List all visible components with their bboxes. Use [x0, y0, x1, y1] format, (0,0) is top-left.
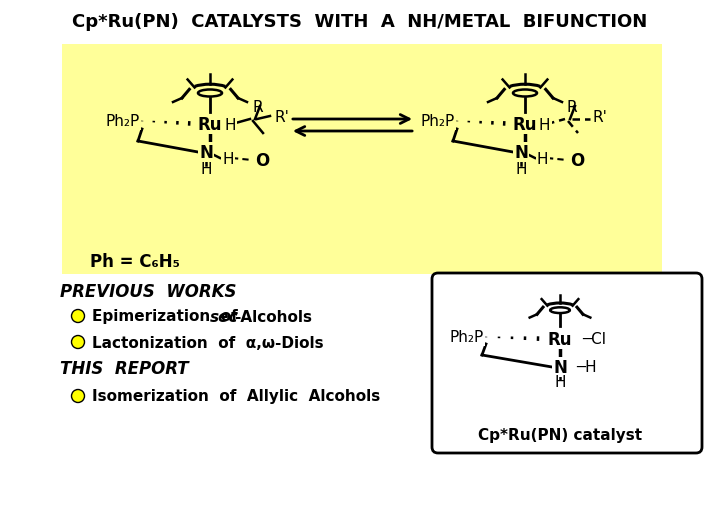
Text: R': R' [592, 109, 607, 124]
Text: H: H [516, 161, 527, 176]
Text: Ru: Ru [513, 116, 537, 134]
Circle shape [71, 390, 84, 403]
Text: Ru: Ru [548, 330, 572, 348]
Text: H: H [554, 375, 566, 390]
Text: Epimerization  of: Epimerization of [92, 309, 248, 324]
Text: O: O [570, 152, 584, 169]
Text: H: H [200, 161, 212, 176]
Text: Cp*Ru(PN) catalyst: Cp*Ru(PN) catalyst [478, 428, 642, 443]
Text: Ph = C₆H₅: Ph = C₆H₅ [90, 252, 180, 270]
Text: -Alcohols: -Alcohols [234, 309, 312, 324]
FancyBboxPatch shape [62, 45, 662, 274]
Text: N: N [514, 144, 528, 162]
Text: ─H: ─H [576, 360, 597, 375]
Text: Isomerization  of  Allylic  Alcohols: Isomerization of Allylic Alcohols [92, 389, 380, 404]
Text: ─Cl: ─Cl [582, 331, 606, 346]
Text: Lactonization  of  α,ω-Diols: Lactonization of α,ω-Diols [92, 335, 323, 350]
Text: sec: sec [210, 309, 238, 324]
Text: Cp*Ru(PN)  CATALYSTS  WITH  A  NH/METAL  BIFUNCTION: Cp*Ru(PN) CATALYSTS WITH A NH/METAL BIFU… [73, 13, 647, 31]
Text: Ru: Ru [198, 116, 222, 134]
Text: Ph₂P: Ph₂P [450, 330, 484, 345]
FancyBboxPatch shape [432, 273, 702, 453]
Text: R': R' [275, 109, 290, 124]
Circle shape [71, 310, 84, 323]
Text: H: H [224, 117, 235, 132]
Text: Ph₂P: Ph₂P [106, 115, 140, 129]
Text: N: N [199, 144, 213, 162]
Text: R: R [567, 99, 577, 115]
Text: Ph₂P: Ph₂P [420, 115, 455, 129]
Text: H: H [539, 117, 551, 132]
Text: H: H [222, 151, 233, 166]
Text: O: O [255, 152, 269, 169]
Text: PREVIOUS  WORKS: PREVIOUS WORKS [60, 282, 236, 300]
Text: N: N [553, 358, 567, 376]
Text: H: H [537, 151, 549, 166]
Text: THIS  REPORT: THIS REPORT [60, 359, 189, 377]
Circle shape [71, 336, 84, 349]
Text: R: R [252, 99, 263, 115]
